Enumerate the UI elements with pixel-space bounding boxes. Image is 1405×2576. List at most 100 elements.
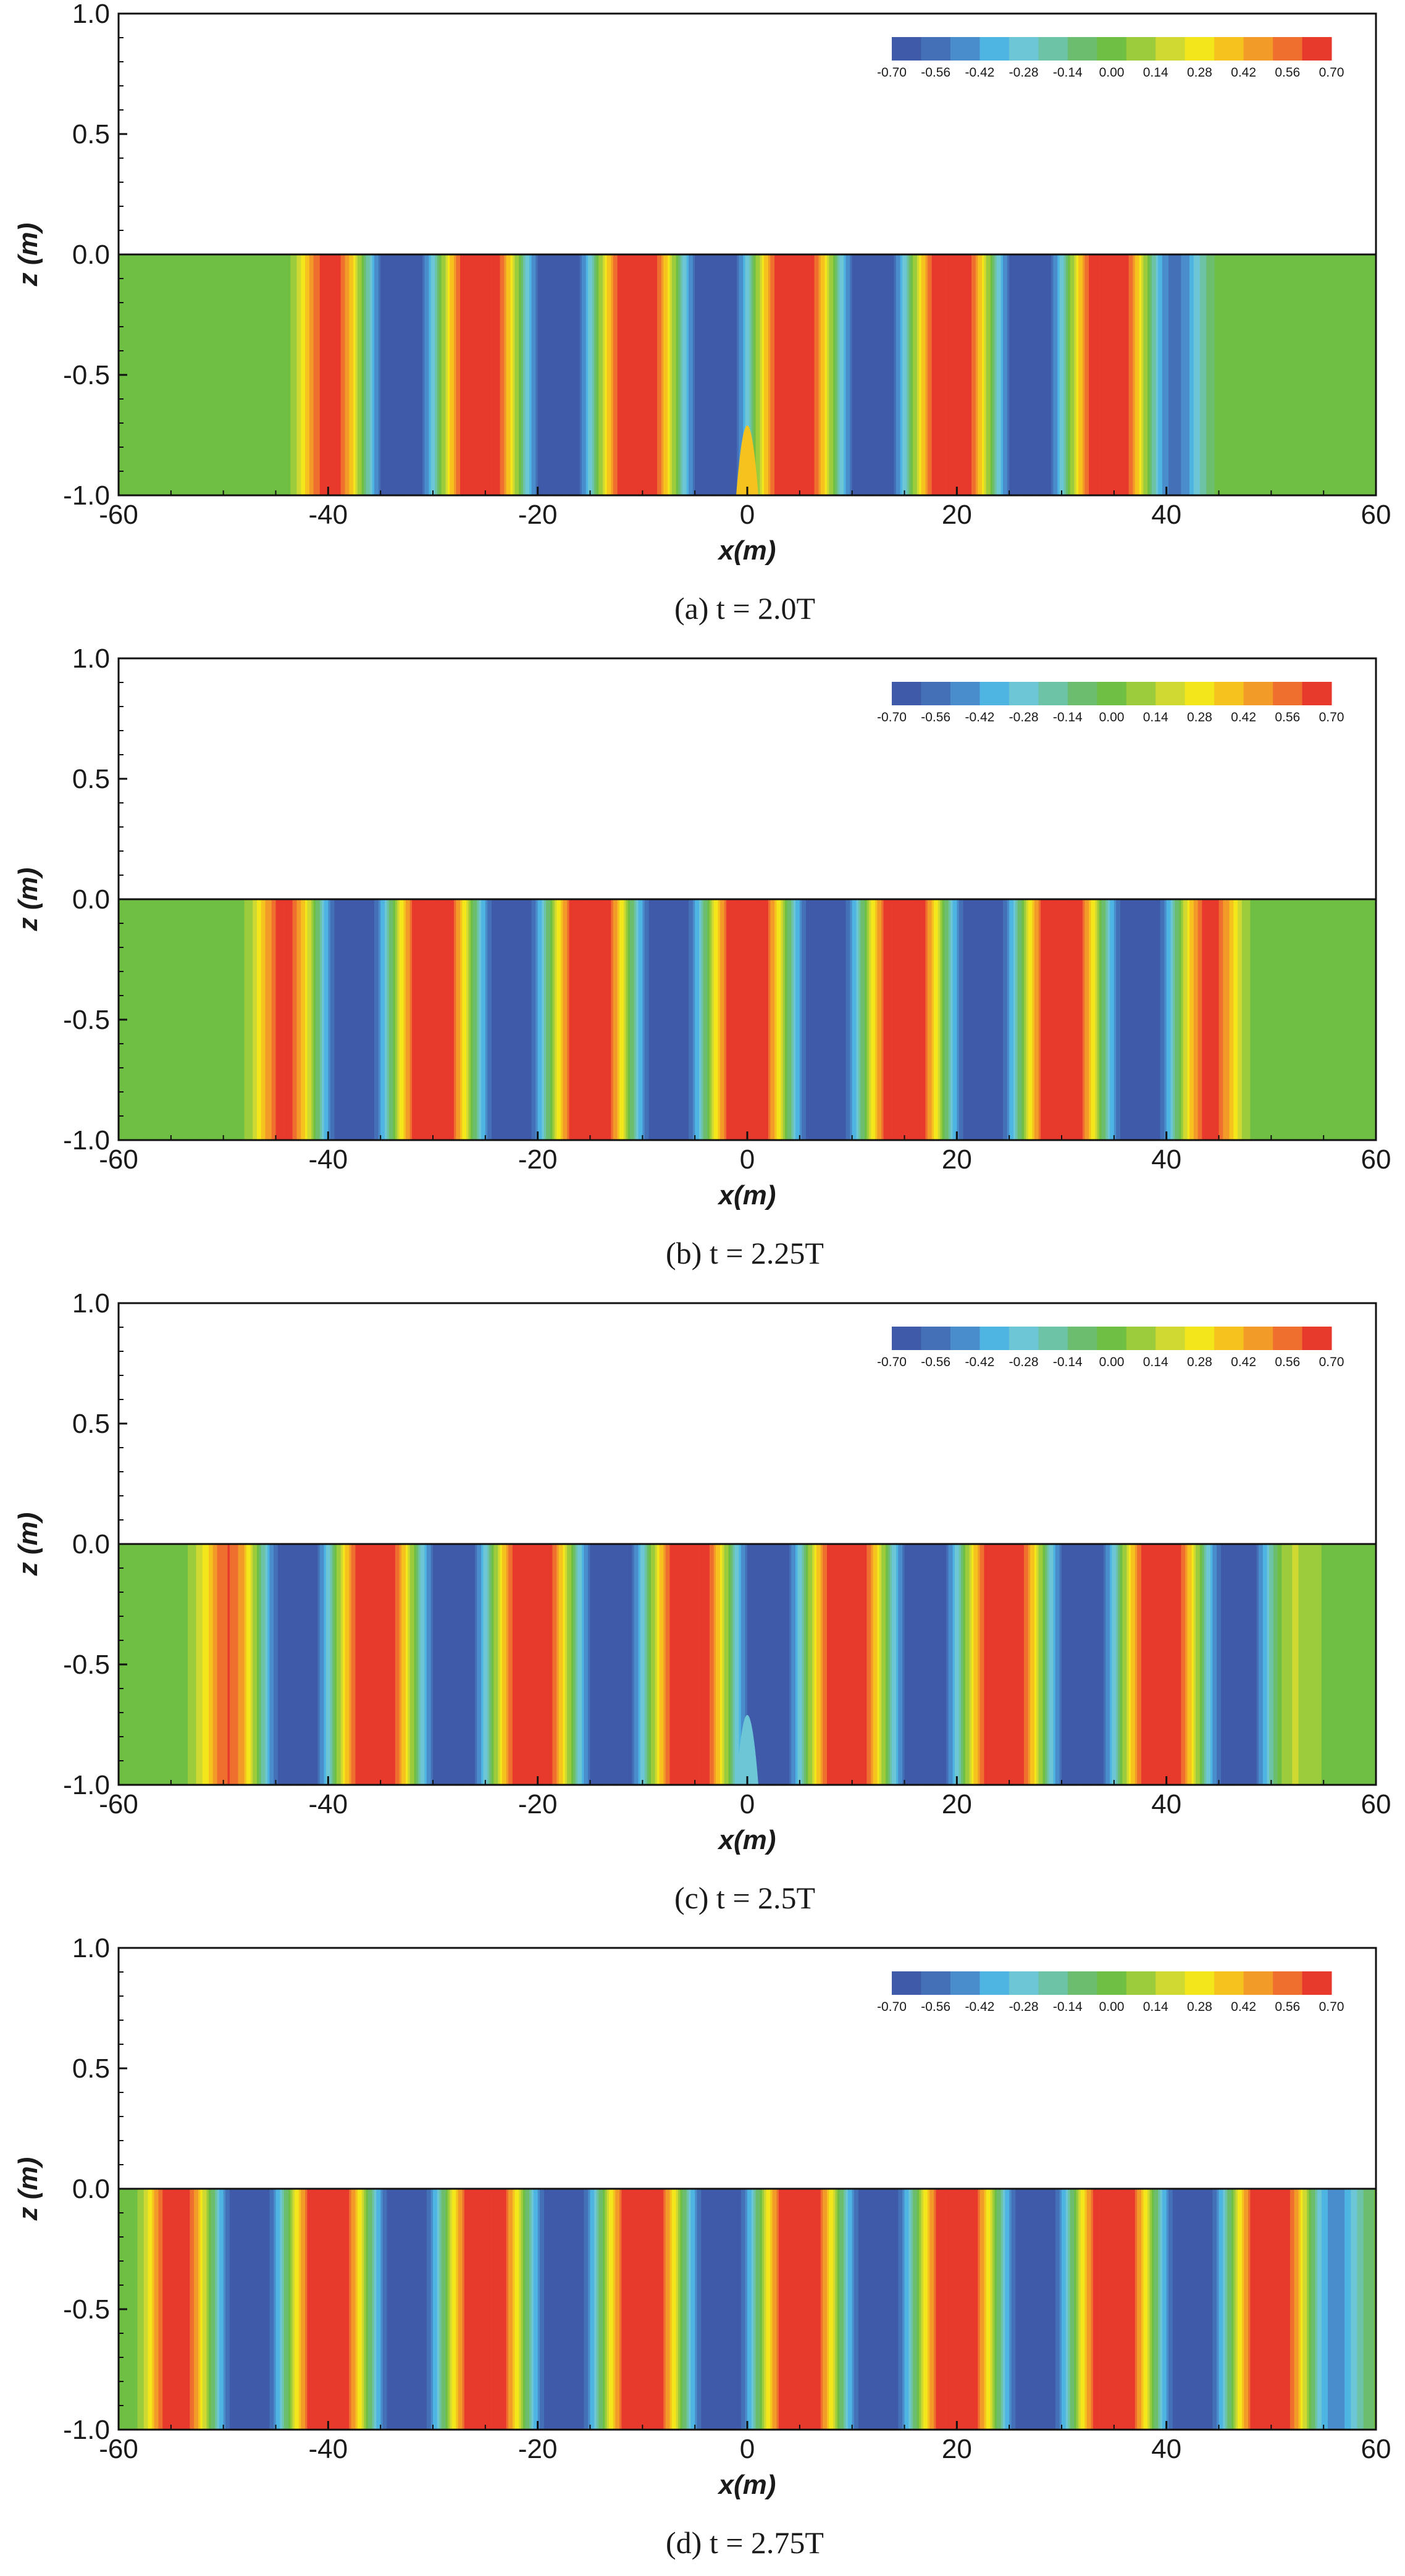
contour-strip	[529, 2189, 532, 2430]
contour-strip	[1076, 1544, 1079, 1785]
contour-strip	[253, 254, 256, 495]
contour-strip	[1189, 254, 1192, 495]
contour-strip	[450, 2189, 453, 2430]
contour-strip	[1179, 899, 1182, 1140]
contour-strip	[542, 899, 545, 1140]
contour-strip	[391, 1544, 394, 1785]
contour-strip	[1334, 1544, 1337, 1785]
contour-strip	[156, 899, 159, 1140]
contour-strip	[495, 1544, 498, 1785]
contour-strip	[1030, 899, 1033, 1140]
contour-strip	[1147, 1544, 1151, 1785]
contour-strip	[275, 1544, 279, 1785]
contour-strip	[640, 899, 643, 1140]
contour-strip	[288, 2189, 291, 2430]
contour-strip	[1271, 254, 1274, 495]
colorbar-tick-label: 0.42	[1231, 65, 1256, 80]
contour-strip	[1160, 2189, 1163, 2430]
contour-strip	[1038, 899, 1041, 1140]
heatmap-field	[119, 2189, 1377, 2430]
contour-strip	[1047, 2189, 1050, 2430]
contour-strip	[269, 2189, 272, 2430]
contour-strip	[1223, 899, 1226, 1140]
contour-strip	[236, 899, 239, 1140]
contour-strip	[596, 254, 599, 495]
contour-strip	[227, 2189, 230, 2430]
contour-strip	[791, 254, 794, 495]
contour-strip	[319, 1544, 322, 1785]
contour-strip	[1235, 899, 1238, 1140]
contour-strip	[295, 2189, 298, 2430]
contour-strip	[774, 254, 778, 495]
contour-strip	[711, 899, 715, 1140]
contour-strip	[1110, 1544, 1113, 1785]
contour-strip	[648, 1544, 652, 1785]
colorbar-tick-label: -0.28	[1009, 710, 1039, 724]
contour-strip	[420, 254, 423, 495]
contour-strip	[1256, 2189, 1259, 2430]
contour-strip	[1134, 899, 1138, 1140]
contour-strip	[600, 2189, 603, 2430]
contour-strip	[1118, 2189, 1121, 2430]
contour-strip	[1114, 2189, 1117, 2430]
contour-strip	[701, 254, 704, 495]
colorbar-swatch	[1302, 1327, 1332, 1350]
contour-strip	[1041, 899, 1044, 1140]
contour-strip	[1089, 254, 1092, 495]
contour-strip	[726, 1544, 729, 1785]
contour-strip	[510, 899, 513, 1140]
contour-strip	[307, 899, 310, 1140]
contour-strip	[1076, 2189, 1079, 2430]
contour-strip	[1049, 2189, 1052, 2430]
contour-strip	[456, 899, 459, 1140]
contour-strip	[483, 1544, 486, 1785]
contour-strip	[149, 899, 153, 1140]
contour-strip	[877, 1544, 880, 1785]
contour-strip	[569, 254, 572, 495]
contour-strip	[284, 254, 287, 495]
contour-strip	[307, 254, 310, 495]
contour-strip	[678, 899, 681, 1140]
contour-strip	[1359, 2189, 1362, 2430]
x-tick-label: -60	[99, 1144, 138, 1175]
contour-strip	[791, 899, 794, 1140]
contour-strip	[1185, 1544, 1188, 1785]
contour-strip	[820, 2189, 823, 2430]
contour-strip	[1325, 254, 1328, 495]
contour-strip	[982, 2189, 985, 2430]
contour-strip	[1164, 1544, 1167, 1785]
contour-strip	[1290, 2189, 1293, 2430]
contour-strip	[1286, 254, 1289, 495]
contour-strip	[1309, 1544, 1312, 1785]
contour-strip	[516, 1544, 519, 1785]
contour-strip	[259, 899, 262, 1140]
contour-strip	[169, 1544, 172, 1785]
contour-strip	[1315, 254, 1318, 495]
contour-strip	[441, 254, 444, 495]
contour-strip	[227, 899, 230, 1140]
contour-strip	[550, 2189, 553, 2430]
contour-strip	[979, 1544, 983, 1785]
contour-strip	[749, 254, 752, 495]
contour-strip	[374, 254, 377, 495]
contour-strip	[311, 254, 314, 495]
contour-strip	[531, 2189, 534, 2430]
y-tick-label: -1.0	[63, 480, 110, 511]
contour-strip	[458, 2189, 461, 2430]
contour-strip	[1327, 1544, 1330, 1785]
contour-strip	[1030, 2189, 1033, 2430]
contour-strip	[1355, 899, 1358, 1140]
contour-strip	[1319, 1544, 1322, 1785]
contour-strip	[879, 254, 882, 495]
contour-strip	[1372, 254, 1375, 495]
contour-strip	[1101, 1544, 1104, 1785]
contour-strip	[1248, 1544, 1251, 1785]
contour-strip	[1227, 254, 1230, 495]
contour-strip	[357, 1544, 360, 1785]
contour-strip	[443, 899, 446, 1140]
contour-strip	[889, 254, 892, 495]
contour-strip	[887, 899, 891, 1140]
colorbar-tick-label: -0.70	[877, 2000, 907, 2014]
contour-strip	[1262, 899, 1265, 1140]
contour-strip	[154, 1544, 157, 1785]
